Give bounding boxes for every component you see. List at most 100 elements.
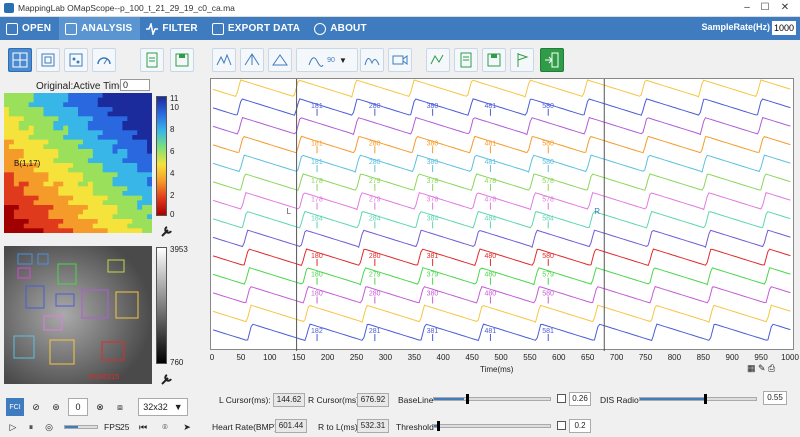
- x-axis-ticks: 0 50 100 150 200 250 300 350 400 450 500 550 600 650 7…: [209, 353, 799, 365]
- threshold-input[interactable]: 0.2: [569, 419, 591, 433]
- activation-marker: 380: [427, 103, 439, 110]
- x-tick-label: 0: [209, 353, 215, 362]
- x-tick-label: 350: [407, 353, 421, 362]
- baseline-input[interactable]: 0.26: [569, 392, 591, 406]
- activation-marker: 584: [542, 215, 554, 222]
- activation-heatmap[interactable]: B(1,17): [4, 93, 152, 233]
- flag-button[interactable]: [510, 48, 534, 72]
- menu-about[interactable]: ABOUT: [308, 17, 375, 40]
- record-icon[interactable]: ◎: [45, 421, 53, 432]
- rewind-icon[interactable]: ⏮: [138, 421, 148, 432]
- right-cursor-label: R: [594, 207, 600, 216]
- sample-rate-input[interactable]: 1000: [772, 21, 796, 35]
- play-icon[interactable]: ▷: [9, 421, 17, 432]
- pause-icon[interactable]: ⏸: [28, 421, 34, 432]
- send-icon[interactable]: ➤: [183, 421, 191, 432]
- menu-analysis[interactable]: ANALYSIS: [59, 17, 141, 40]
- activation-marker: 178: [311, 178, 323, 185]
- document-save-button[interactable]: [140, 48, 164, 72]
- threshold-slider[interactable]: [433, 421, 551, 431]
- activation-marker: 280: [369, 159, 381, 166]
- x-tick-label: 1000: [781, 353, 799, 362]
- zoom-region-button[interactable]: [36, 48, 60, 72]
- x-tick-label: 850: [696, 353, 710, 362]
- fci-button[interactable]: FCI: [6, 398, 24, 416]
- baseline-slider[interactable]: [433, 394, 551, 404]
- camera-icon[interactable]: ⌾: [162, 421, 168, 432]
- rotate-icon[interactable]: ⊛: [52, 401, 60, 412]
- heart-rate-value: 601.44: [275, 419, 307, 433]
- x-tick-label: 400: [436, 353, 450, 362]
- dis-radio-input[interactable]: 0.55: [763, 391, 787, 405]
- trace-line: [212, 285, 791, 304]
- close-icon[interactable]: ✕: [780, 2, 790, 13]
- heatmap-image: [4, 93, 152, 233]
- activation-marker: 181: [311, 159, 323, 166]
- save-button[interactable]: [170, 48, 194, 72]
- menu-export-data[interactable]: EXPORT DATA: [206, 17, 308, 40]
- dis-radio-slider[interactable]: [639, 394, 757, 404]
- triangle-wave-button[interactable]: [268, 48, 292, 72]
- cancel-icon[interactable]: ⊘: [32, 401, 40, 412]
- threshold-checkbox[interactable]: [557, 421, 566, 430]
- x-tick-label: 950: [754, 353, 768, 362]
- activation-marker: 279: [369, 272, 381, 279]
- x-tick-label: 650: [581, 353, 595, 362]
- peak-marker-button[interactable]: [240, 48, 264, 72]
- exit-button[interactable]: [540, 48, 564, 72]
- activation-marker: 381: [427, 328, 439, 335]
- wrench-icon[interactable]: [160, 224, 174, 238]
- crop-icon[interactable]: ⧈: [117, 401, 123, 412]
- dis-radio-label: DIS Radio: [600, 395, 639, 405]
- wave-icon: [146, 20, 159, 37]
- r-cursor-value: 676.92: [357, 393, 389, 407]
- report-button[interactable]: [454, 48, 478, 72]
- x-tick-label: 700: [609, 353, 624, 362]
- threshold-label: Threshold: [396, 422, 434, 432]
- x-tick-label: 550: [523, 353, 537, 362]
- fluorescence-image[interactable]: 20240215: [4, 246, 152, 384]
- trace-line: [212, 79, 791, 98]
- mode-value-input[interactable]: 0: [120, 79, 150, 91]
- activation-marker: 581: [542, 328, 554, 335]
- activation-marker: 182: [311, 328, 323, 335]
- plot-control-icons[interactable]: ▦ ✎ ⎙: [747, 363, 776, 373]
- activation-marker: 378: [427, 197, 439, 204]
- clear-icon[interactable]: ⊗: [96, 401, 104, 412]
- r-cursor-label: R Cursor(ms):: [308, 395, 362, 405]
- peak-button[interactable]: [212, 48, 236, 72]
- baseline-checkbox[interactable]: [557, 394, 566, 403]
- menu-open[interactable]: OPEN: [0, 17, 59, 40]
- toolbar: 90 ▼: [0, 40, 800, 78]
- grid-size-select[interactable]: 32x32 ▼: [138, 398, 188, 416]
- window-title: MappingLab OMapScope--p_100_t_21_29_19_c…: [18, 3, 235, 13]
- trace-line: [212, 210, 791, 229]
- activation-marker: 178: [311, 197, 323, 204]
- colorbar-tick: 10: [170, 103, 179, 112]
- minimize-icon[interactable]: –: [744, 2, 750, 13]
- x-tick-label: 500: [494, 353, 508, 362]
- x-tick-label: 50: [236, 353, 246, 362]
- trace-button[interactable]: [426, 48, 450, 72]
- wrench-icon[interactable]: [160, 372, 174, 386]
- trace-plot[interactable]: L R 181 280 380 481 580 181 280 380 481 580 181 280 38…: [210, 78, 794, 351]
- maximize-icon[interactable]: ☐: [760, 2, 770, 13]
- save-data-button[interactable]: [482, 48, 506, 72]
- activation-marker: 580: [542, 159, 554, 166]
- playback-slider[interactable]: [64, 425, 98, 429]
- grid-view-button[interactable]: [8, 48, 32, 72]
- activation-marker: 478: [484, 197, 496, 204]
- activation-marker: 481: [484, 103, 496, 110]
- activation-marker: 181: [311, 140, 323, 147]
- gray-image: [4, 246, 152, 384]
- activation-marker: 384: [427, 215, 439, 222]
- video-button[interactable]: [388, 48, 412, 72]
- x-tick-label: 900: [725, 353, 739, 362]
- map-view-button[interactable]: [64, 48, 88, 72]
- export-icon: [211, 22, 224, 35]
- rotation-input[interactable]: 0: [68, 398, 88, 416]
- menu-filter[interactable]: FILTER: [140, 17, 205, 40]
- gauge-button[interactable]: [92, 48, 116, 72]
- wave-overlay-button[interactable]: [360, 48, 384, 72]
- apd-combo[interactable]: 90 ▼: [296, 48, 358, 72]
